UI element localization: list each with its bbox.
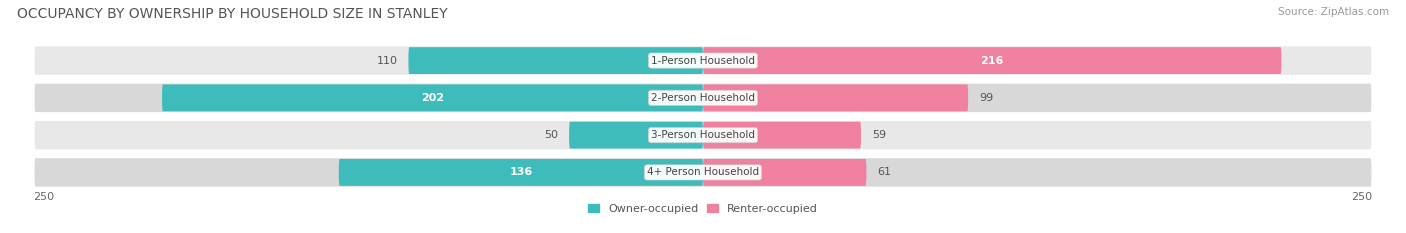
Text: 110: 110 xyxy=(377,56,398,65)
Text: 250: 250 xyxy=(1351,192,1372,202)
FancyBboxPatch shape xyxy=(162,84,703,111)
Text: 61: 61 xyxy=(877,168,891,177)
Text: 250: 250 xyxy=(34,192,55,202)
FancyBboxPatch shape xyxy=(703,47,1281,74)
Text: 136: 136 xyxy=(509,168,533,177)
Text: 99: 99 xyxy=(979,93,993,103)
FancyBboxPatch shape xyxy=(703,159,866,186)
Text: 4+ Person Household: 4+ Person Household xyxy=(647,168,759,177)
Text: 2-Person Household: 2-Person Household xyxy=(651,93,755,103)
FancyBboxPatch shape xyxy=(703,84,969,111)
FancyBboxPatch shape xyxy=(34,82,1372,113)
Text: 202: 202 xyxy=(420,93,444,103)
FancyBboxPatch shape xyxy=(339,159,703,186)
FancyBboxPatch shape xyxy=(569,122,703,149)
Text: 216: 216 xyxy=(980,56,1004,65)
Text: 1-Person Household: 1-Person Household xyxy=(651,56,755,65)
Text: 3-Person Household: 3-Person Household xyxy=(651,130,755,140)
Text: 50: 50 xyxy=(544,130,558,140)
Legend: Owner-occupied, Renter-occupied: Owner-occupied, Renter-occupied xyxy=(583,199,823,218)
FancyBboxPatch shape xyxy=(34,45,1372,76)
FancyBboxPatch shape xyxy=(34,157,1372,188)
FancyBboxPatch shape xyxy=(703,122,860,149)
FancyBboxPatch shape xyxy=(408,47,703,74)
Text: OCCUPANCY BY OWNERSHIP BY HOUSEHOLD SIZE IN STANLEY: OCCUPANCY BY OWNERSHIP BY HOUSEHOLD SIZE… xyxy=(17,7,447,21)
FancyBboxPatch shape xyxy=(34,120,1372,151)
Text: Source: ZipAtlas.com: Source: ZipAtlas.com xyxy=(1278,7,1389,17)
Text: 59: 59 xyxy=(872,130,886,140)
